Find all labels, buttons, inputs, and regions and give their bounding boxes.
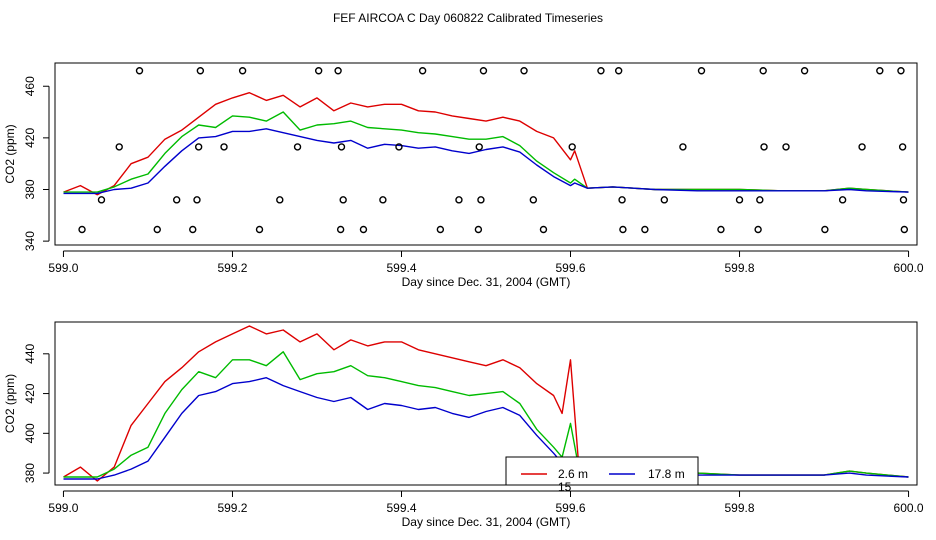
series-line-2 — [63, 128, 909, 195]
point-marker — [194, 143, 203, 151]
point-marker — [474, 225, 483, 234]
point-marker — [717, 225, 725, 234]
legend-label: 2.6 m — [558, 467, 588, 481]
y-tick-label: 420 — [23, 128, 37, 148]
x-tick-label: 599.4 — [386, 261, 416, 275]
point-marker — [418, 67, 427, 75]
point-marker — [337, 143, 346, 151]
point-marker — [193, 196, 201, 204]
point-marker — [520, 67, 528, 75]
point-marker — [760, 143, 768, 151]
point-marker — [153, 225, 161, 234]
x-tick-label: 599.0 — [48, 501, 78, 515]
point-marker — [900, 225, 909, 234]
point-marker — [858, 143, 866, 151]
point-marker — [455, 196, 463, 204]
point-marker — [238, 67, 247, 75]
point-marker — [255, 225, 264, 234]
point-marker — [78, 225, 86, 234]
x-tick-label: 599.0 — [48, 261, 78, 275]
x-tick-label: 599.4 — [386, 501, 416, 515]
point-marker — [276, 196, 284, 204]
y-tick-label: 460 — [23, 76, 37, 96]
x-tick-label: 599.6 — [555, 261, 585, 275]
y-tick-label: 340 — [23, 231, 37, 251]
point-marker — [898, 143, 907, 151]
x-axis-label: Day since Dec. 31, 2004 (GMT) — [402, 515, 571, 529]
x-tick-label: 600.0 — [894, 261, 924, 275]
point-marker — [735, 196, 744, 204]
chart-bottom: 599.0 599.2 599.4 599.6 599.8 600.0 Day since … — [3, 321, 924, 529]
point-marker — [539, 225, 548, 234]
x-tick-label: 599.8 — [725, 501, 755, 515]
point-marker — [189, 225, 197, 234]
point-marker — [679, 143, 687, 151]
point-marker — [821, 225, 829, 234]
point-marker — [336, 225, 345, 234]
point-marker — [339, 196, 347, 204]
point-marker — [782, 143, 790, 151]
x-tick-label: 599.6 — [555, 501, 585, 515]
point-marker — [756, 196, 764, 204]
point-marker — [436, 225, 445, 234]
y-tick-label: 420 — [23, 383, 37, 403]
point-marker — [800, 67, 809, 75]
point-marker — [876, 67, 884, 75]
x-axis-label: Day since Dec. 31, 2004 (GMT) — [402, 275, 571, 289]
point-marker — [196, 67, 205, 75]
plot-frame — [54, 321, 918, 486]
point-marker — [115, 143, 123, 151]
y-axis-label: CO2 (ppm) — [3, 124, 17, 183]
point-marker — [759, 67, 767, 75]
legend-frame — [505, 456, 699, 486]
point-marker — [899, 196, 908, 204]
y-tick-label: 440 — [23, 343, 37, 363]
y-tick-label: 380 — [23, 463, 37, 483]
point-marker — [838, 196, 847, 204]
x-tick-label: 599.2 — [217, 261, 247, 275]
point-marker — [220, 143, 228, 151]
figure-title: FEF AIRCOA C Day 060822 Calibrated Times… — [333, 11, 603, 25]
point-marker — [697, 67, 706, 75]
point-marker — [754, 225, 762, 234]
x-tick-label: 599.8 — [725, 261, 755, 275]
point-marker — [641, 225, 649, 234]
point-marker — [293, 143, 302, 151]
point-marker — [172, 196, 181, 204]
point-marker — [479, 67, 488, 75]
legend: 2.6 m 17.8 m 15 — [505, 456, 699, 494]
point-marker — [568, 143, 576, 151]
point-marker — [618, 196, 626, 204]
y-axis-label: CO2 (ppm) — [3, 374, 17, 433]
point-marker — [395, 143, 403, 151]
point-marker — [334, 67, 342, 75]
point-marker — [619, 225, 627, 234]
plot-frame — [54, 62, 918, 246]
y-tick-label: 380 — [23, 179, 37, 199]
point-marker — [314, 67, 323, 75]
x-tick-label: 599.2 — [217, 501, 247, 515]
point-marker — [660, 196, 669, 204]
x-tick-label: 600.0 — [894, 501, 924, 515]
point-marker — [529, 196, 538, 204]
point-marker — [359, 225, 368, 234]
chart-top: 599.0 599.2 599.4 599.6 599.8 600.0 Day since … — [3, 62, 924, 289]
point-marker — [897, 67, 905, 75]
point-marker — [379, 196, 387, 204]
point-marker — [597, 67, 605, 75]
series-line-2 — [63, 377, 909, 480]
point-marker — [475, 143, 483, 151]
point-marker — [614, 67, 623, 75]
y-tick-label: 400 — [23, 423, 37, 443]
point-marker — [135, 67, 144, 75]
point-marker — [97, 196, 106, 204]
series-line-1 — [63, 351, 909, 478]
point-marker — [477, 196, 485, 204]
legend-label: 17.8 m — [648, 467, 685, 481]
legend-label: 15 — [558, 480, 572, 494]
